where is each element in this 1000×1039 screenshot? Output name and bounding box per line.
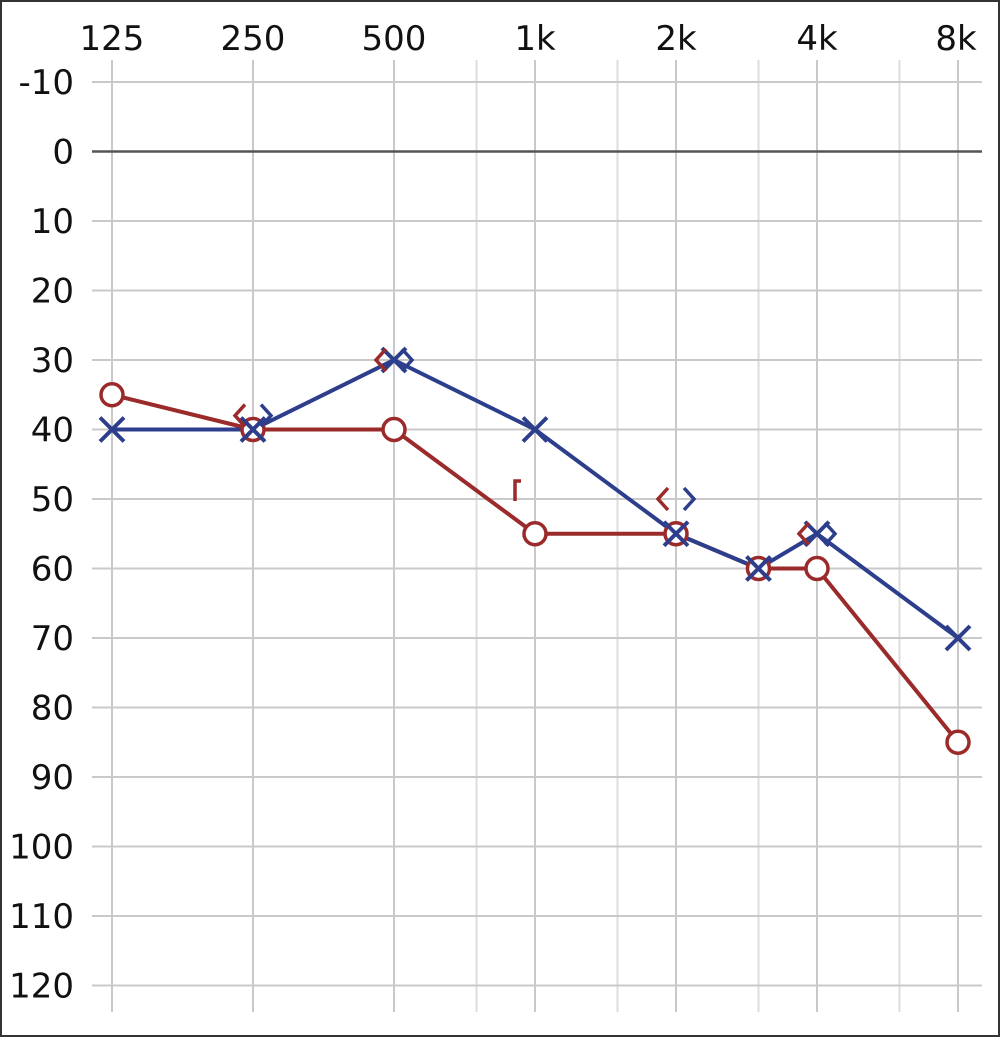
y-tick-label: 110 (9, 897, 74, 937)
x-tick-labels: 125 250 500 1k 2k 4k 8k (80, 19, 977, 59)
bone-conduction-marker (259, 403, 274, 428)
bone-conduction-marker (513, 479, 521, 501)
circle-marker (381, 416, 407, 443)
circle-marker (804, 555, 830, 582)
bone-conduction-markers (232, 347, 838, 546)
x-marker (239, 416, 267, 443)
y-tick-label: 10 (31, 202, 74, 242)
bone-conduction-marker (232, 403, 247, 428)
y-tick-label: 70 (31, 619, 74, 659)
x-tick-label: 125 (80, 19, 145, 59)
circle-marker (99, 382, 125, 408)
bone-conduction-marker (823, 521, 838, 546)
x-marker (521, 416, 549, 443)
bone-conduction-marker (682, 486, 697, 512)
circle-marker (945, 729, 971, 755)
y-tick-label: -10 (18, 63, 74, 103)
bone-conduction-marker (655, 486, 670, 512)
y-tick-label: 0 (52, 133, 74, 173)
x-marker (803, 520, 831, 548)
x-tick-label: 1k (514, 19, 556, 59)
y-tick-label: 20 (31, 272, 74, 312)
bone-conduction-marker (796, 521, 811, 546)
x-marker (662, 520, 690, 548)
bone-conduction-marker (400, 347, 415, 373)
y-tick-label: 100 (9, 828, 74, 868)
y-tick-labels: -10 0 10 20 30 40 50 60 70 80 90 100 110 120 (9, 63, 74, 1007)
series-markers (98, 346, 972, 755)
bone-conduction-marker (373, 347, 388, 373)
x-marker (98, 416, 126, 443)
circle-marker (522, 521, 548, 547)
x-tick-label: 250 (221, 19, 286, 59)
y-tick-label: 90 (31, 758, 74, 798)
y-tick-label: 60 (31, 550, 74, 590)
x-marker (745, 555, 772, 582)
x-tick-label: 8k (935, 19, 977, 59)
x-marker (944, 624, 972, 652)
y-tick-label: 50 (31, 480, 74, 520)
x-marker (380, 346, 408, 374)
series-line-x (112, 358, 960, 640)
y-tick-label: 120 (9, 967, 74, 1007)
x-tick-label: 2k (655, 19, 697, 59)
y-tick-label: 80 (31, 689, 74, 729)
chart-grid (92, 60, 982, 1012)
y-tick-label: 30 (31, 341, 74, 381)
x-tick-label: 500 (362, 19, 427, 59)
y-tick-label: 40 (31, 411, 74, 451)
x-tick-label: 4k (796, 19, 838, 59)
